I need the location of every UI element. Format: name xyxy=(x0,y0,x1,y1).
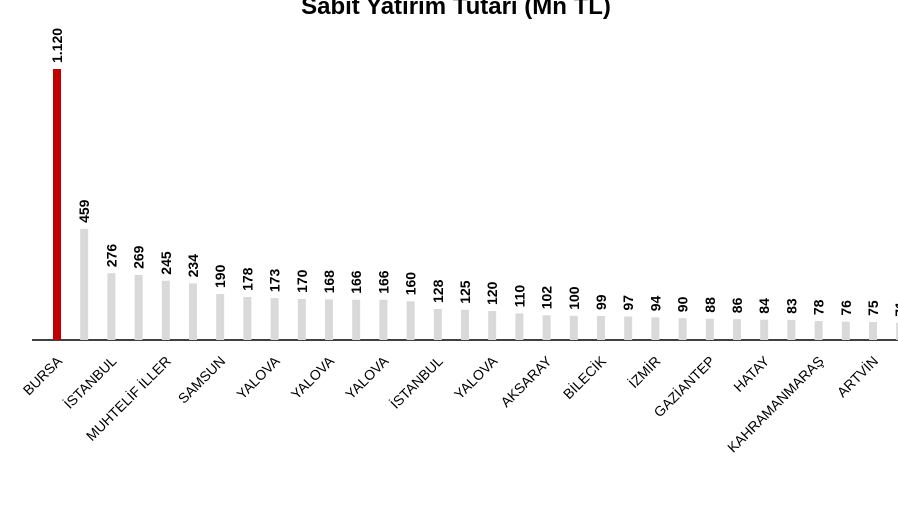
value-label: 276 xyxy=(103,244,119,268)
value-label: 100 xyxy=(566,286,582,310)
category-label: İSTANBUL xyxy=(60,352,120,412)
value-label: 88 xyxy=(702,297,718,313)
bar xyxy=(379,299,388,340)
value-label: 75 xyxy=(865,300,881,316)
bar xyxy=(542,315,551,340)
bar xyxy=(352,299,361,340)
bar xyxy=(297,298,306,340)
bar xyxy=(433,309,442,340)
bar xyxy=(787,319,796,340)
bar xyxy=(80,228,89,340)
bar xyxy=(678,318,687,340)
category-label: YALOVA xyxy=(233,352,283,402)
category-label: BİLECİK xyxy=(559,352,609,402)
category-label: İSTANBUL xyxy=(386,352,446,412)
value-label: 97 xyxy=(620,295,636,311)
value-label: 166 xyxy=(375,270,391,294)
bar xyxy=(841,321,850,340)
bar xyxy=(869,321,877,340)
value-labels-group: 1.120 459 276 269 245 234 190 178 173 170 168 166 16… xyxy=(49,28,898,317)
category-label: BURSA xyxy=(20,352,66,398)
value-label: 86 xyxy=(729,297,745,313)
value-label: 76 xyxy=(838,300,854,316)
value-label: 71 xyxy=(892,301,898,317)
value-label: 83 xyxy=(783,298,799,314)
value-label: 178 xyxy=(239,267,255,291)
value-label: 190 xyxy=(212,264,228,288)
bar xyxy=(406,301,415,340)
bar xyxy=(325,299,333,340)
category-label: SAMSUN xyxy=(175,353,229,407)
value-label: 99 xyxy=(593,294,609,310)
value-label: 245 xyxy=(158,251,174,275)
bars-group xyxy=(53,69,898,340)
bar xyxy=(134,274,143,340)
bar xyxy=(216,294,225,340)
bar xyxy=(488,311,497,340)
value-label: 269 xyxy=(131,245,147,269)
value-label: 120 xyxy=(484,281,500,305)
bar xyxy=(597,316,605,340)
value-label: 128 xyxy=(430,279,446,303)
bar xyxy=(733,319,741,340)
value-label: 84 xyxy=(756,298,772,314)
bar xyxy=(189,283,197,340)
category-label: ARTVİN xyxy=(833,352,881,400)
bar xyxy=(270,298,279,340)
bar xyxy=(896,322,898,340)
category-label: YALOVA xyxy=(288,352,338,402)
value-label: 173 xyxy=(267,269,283,293)
value-label: 94 xyxy=(647,296,663,312)
category-label: AKSARAY xyxy=(497,352,555,410)
bar xyxy=(569,315,578,340)
value-label: 125 xyxy=(457,280,473,304)
bar xyxy=(461,309,469,340)
value-label: 459 xyxy=(76,199,92,223)
value-label: 90 xyxy=(675,296,691,312)
category-label: HATAY xyxy=(730,352,773,395)
bar xyxy=(243,296,252,340)
bar xyxy=(515,313,524,340)
chart-title: Sabit Yatırım Tutarı (Mn TL) xyxy=(301,0,611,20)
category-label: YALOVA xyxy=(451,352,501,402)
value-label: 78 xyxy=(811,299,827,315)
bar xyxy=(760,319,769,340)
value-label: 168 xyxy=(321,270,337,294)
bar xyxy=(53,69,61,340)
bar xyxy=(161,280,170,340)
value-label: 1.120 xyxy=(49,28,65,63)
value-label: 166 xyxy=(348,270,364,294)
value-label: 170 xyxy=(294,269,310,293)
value-label: 110 xyxy=(511,285,527,308)
value-label: 234 xyxy=(185,254,201,278)
value-label: 160 xyxy=(403,272,419,296)
bar xyxy=(624,316,633,340)
value-label: 102 xyxy=(539,286,555,310)
category-label: KAHRAMANMARAŞ xyxy=(724,353,827,456)
category-label: YALOVA xyxy=(342,352,392,402)
bar xyxy=(107,273,116,340)
bar xyxy=(705,318,714,340)
bar xyxy=(814,321,823,340)
bar xyxy=(651,317,660,340)
category-label: İZMİR xyxy=(625,352,664,391)
